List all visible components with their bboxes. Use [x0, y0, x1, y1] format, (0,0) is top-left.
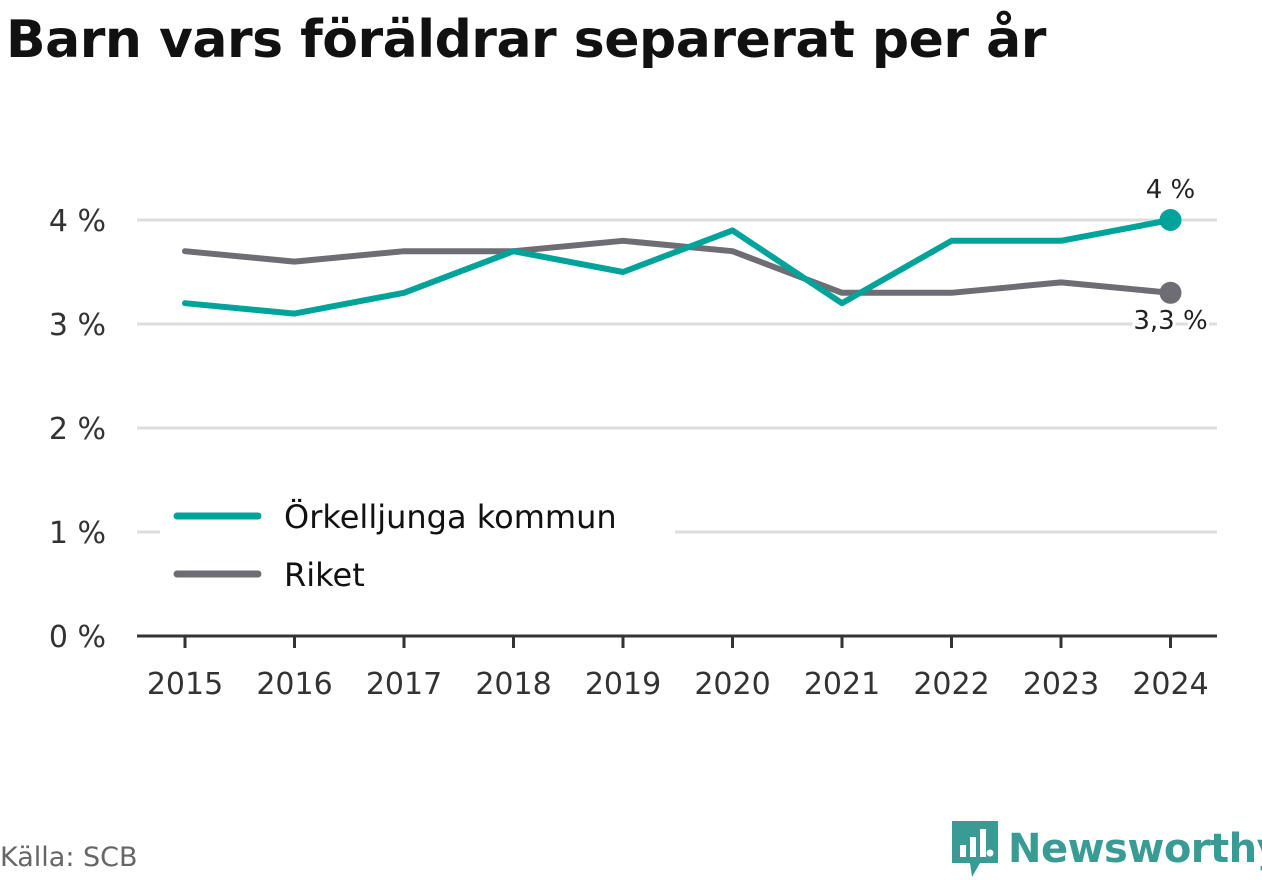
chart-title: Barn vars föräldrar separerat per år: [6, 10, 1046, 70]
newsworthy-logo-icon: [952, 821, 998, 877]
x-tick-label: 2024: [1132, 667, 1208, 702]
x-tick-label: 2018: [475, 667, 551, 702]
brand-name: Newsworthy: [1008, 826, 1262, 872]
source-note: Källa: SCB: [0, 842, 138, 873]
series-line: [182, 217, 1174, 317]
y-tick-label: 4 %: [49, 204, 106, 239]
series-lines: [182, 209, 1182, 317]
y-axis-ticks: 0 % 1 % 2 % 3 % 4 %: [49, 204, 106, 655]
legend-label: Örkelljunga kommun: [284, 498, 617, 536]
x-axis: 2015 2016 2017 2018 2019 2020 2021 2022 2023 2024: [137, 634, 1217, 702]
x-tick-label: 2019: [585, 667, 661, 702]
end-point: [1159, 281, 1182, 304]
x-tick-label: 2023: [1023, 667, 1099, 702]
x-tick-label: 2020: [694, 667, 770, 702]
x-tick-label: 2016: [256, 667, 332, 702]
x-tick-label: 2021: [804, 667, 880, 702]
end-point: [1159, 209, 1182, 231]
y-tick-label: 1 %: [49, 516, 106, 551]
end-value-label: 4 %: [1146, 175, 1196, 205]
y-tick-label: 0 %: [49, 620, 106, 655]
x-tick-label: 2015: [147, 667, 223, 702]
line-chart: 0 % 1 % 2 % 3 % 4 % 2015 2016 2017 2018 2019 2020…: [48, 172, 1217, 702]
series-line: [182, 237, 1174, 296]
brand-logo: Newsworthy: [950, 818, 1262, 880]
x-tick-label: 2017: [366, 667, 442, 702]
y-tick-label: 3 %: [49, 308, 106, 343]
legend-background: [160, 488, 675, 608]
legend-label: Riket: [284, 556, 365, 594]
x-tick-label: 2022: [913, 667, 989, 702]
y-tick-label: 2 %: [49, 412, 106, 447]
legend: Örkelljunga kommun Riket: [160, 488, 675, 608]
end-labels: 4 % 3,3 %: [1130, 172, 1210, 339]
grid-lines: [137, 218, 1217, 534]
end-value-label: 3,3 %: [1133, 306, 1207, 336]
